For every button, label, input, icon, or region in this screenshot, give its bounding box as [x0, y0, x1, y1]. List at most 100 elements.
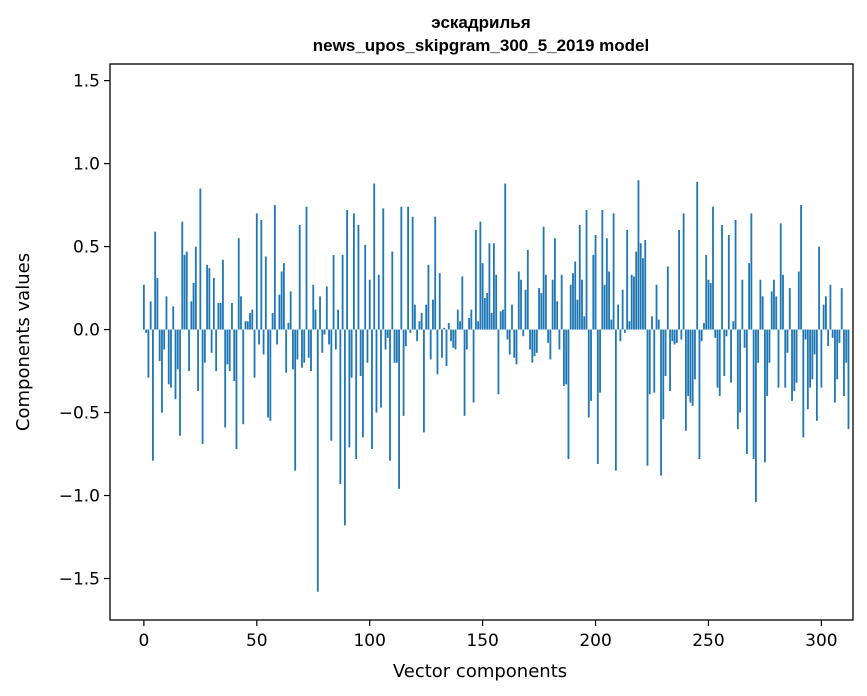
- bar-286: [788, 288, 791, 330]
- bar-247: [700, 329, 703, 342]
- bar-52: [260, 220, 263, 330]
- bar-94: [355, 329, 358, 460]
- bar-253: [714, 329, 717, 338]
- bar-264: [739, 329, 741, 413]
- x-tick-label: 300: [805, 631, 837, 651]
- bar-8: [161, 329, 163, 413]
- y-tick-label: −1.5: [59, 570, 100, 590]
- bar-193: [578, 224, 581, 330]
- bar-48: [251, 309, 254, 330]
- bar-252: [712, 206, 714, 330]
- bar-115: [402, 329, 405, 416]
- bar-181: [551, 279, 554, 330]
- bar-228: [657, 319, 660, 330]
- bar-225: [651, 316, 653, 330]
- bar-0: [142, 284, 145, 330]
- bar-186: [563, 329, 565, 386]
- bar-57: [271, 312, 274, 330]
- bar-305: [831, 329, 834, 338]
- bar-75: [312, 284, 315, 330]
- bar-204: [603, 284, 606, 330]
- bar-290: [797, 271, 800, 330]
- bar-27: [203, 329, 206, 363]
- bar-303: [827, 329, 830, 347]
- bar-229: [660, 329, 662, 476]
- bar-67: [294, 329, 297, 471]
- bar-171: [529, 329, 531, 350]
- bar-261: [732, 321, 735, 330]
- bar-55: [267, 329, 269, 418]
- bar-136: [450, 329, 452, 342]
- bar-232: [666, 266, 669, 330]
- bar-54: [264, 256, 267, 330]
- bar-280: [775, 296, 778, 330]
- bar-151: [483, 298, 486, 330]
- bar-169: [524, 289, 527, 330]
- bar-306: [834, 329, 836, 403]
- bar-163: [511, 304, 513, 330]
- bar-230: [662, 329, 665, 420]
- bar-43: [240, 296, 242, 330]
- bar-90: [346, 210, 349, 330]
- bar-307: [836, 329, 839, 380]
- bar-285: [786, 329, 789, 353]
- bar-274: [761, 296, 764, 330]
- bar-133: [443, 327, 446, 330]
- x-axis: 0 50 100 150 200 250 300: [138, 620, 838, 651]
- bar-142: [463, 329, 466, 416]
- bar-208: [612, 213, 615, 330]
- bar-45: [244, 321, 247, 330]
- bar-114: [400, 206, 403, 330]
- bar-294: [806, 329, 809, 410]
- bar-259: [727, 234, 730, 330]
- bar-128: [432, 299, 434, 330]
- bar-39: [231, 303, 233, 330]
- bar-312: [847, 329, 850, 430]
- bar-3: [149, 301, 152, 330]
- bar-237: [678, 229, 681, 330]
- bar-249: [705, 254, 708, 330]
- bar-96: [359, 329, 362, 377]
- bar-72: [305, 206, 308, 330]
- x-axis-title: Vector components: [393, 661, 567, 682]
- bar-95: [357, 224, 360, 330]
- bar-211: [619, 329, 622, 342]
- bar-177: [542, 226, 545, 330]
- bar-106: [382, 208, 385, 330]
- bar-125: [425, 304, 428, 330]
- bar-80: [323, 329, 326, 335]
- bar-242: [689, 329, 692, 403]
- bar-145: [470, 309, 473, 330]
- bar-97: [362, 329, 364, 438]
- bar-269: [750, 213, 753, 330]
- bar-12: [170, 329, 172, 388]
- bar-107: [384, 329, 387, 350]
- bar-69: [298, 224, 301, 330]
- bar-102: [373, 183, 376, 330]
- bar-29: [208, 268, 211, 330]
- bar-196: [585, 210, 588, 330]
- bar-279: [773, 279, 775, 330]
- bar-187: [565, 329, 568, 385]
- bar-172: [531, 329, 534, 363]
- bar-35: [222, 259, 224, 330]
- bar-258: [725, 329, 728, 337]
- bar-101: [371, 329, 373, 450]
- bar-141: [461, 276, 464, 330]
- bar-297: [813, 329, 816, 355]
- bar-271: [754, 329, 757, 503]
- bar-118: [409, 329, 412, 333]
- bar-71: [303, 329, 306, 363]
- bar-37: [226, 329, 229, 365]
- bar-5: [154, 231, 157, 330]
- bar-73: [307, 329, 310, 358]
- bar-61: [280, 271, 283, 330]
- bar-156: [495, 274, 498, 330]
- chart-subtitle: news_upos_skipgram_300_5_2019 model: [313, 36, 649, 55]
- y-tick-label: −0.5: [59, 404, 100, 424]
- bar-287: [791, 329, 793, 401]
- bar-191: [574, 261, 577, 330]
- bar-199: [592, 254, 595, 330]
- bar-263: [736, 329, 739, 430]
- bar-162: [508, 329, 511, 355]
